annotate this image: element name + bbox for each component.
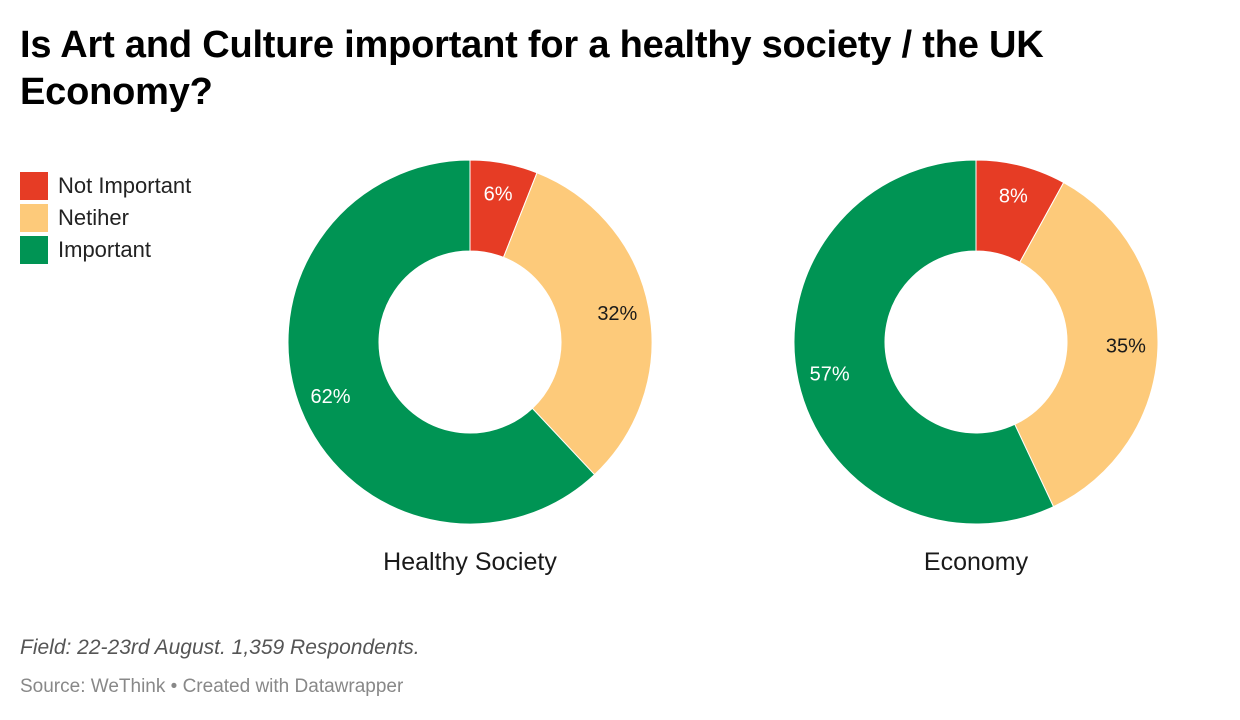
healthy-society-label-not-important: 6% xyxy=(484,184,513,206)
legend-swatch-important xyxy=(20,236,48,264)
economy-label-not-important: 8% xyxy=(999,186,1028,208)
legend-item-neither: Netiher xyxy=(20,202,191,234)
economy-label-netiher: 35% xyxy=(1106,336,1146,358)
economy-slice-netiher xyxy=(1014,181,1159,508)
legend-item-important: Important xyxy=(20,234,191,266)
legend: Not Important Netiher Important xyxy=(20,170,191,266)
legend-label-not-important: Not Important xyxy=(58,173,192,198)
legend-swatch-not-important xyxy=(20,172,48,200)
legend-label-important: Important xyxy=(58,237,151,262)
footer-source: Source: WeThink • Created with Datawrapp… xyxy=(20,676,404,697)
healthy-society-slice-important xyxy=(287,159,596,525)
healthy-society-slice-netiher xyxy=(502,172,653,476)
economy-slice-important xyxy=(793,159,1055,525)
footer-note: Field: 22-23rd August. 1,359 Respondents… xyxy=(20,636,420,659)
healthy-society-chart-title: Healthy Society xyxy=(383,548,557,576)
economy-chart-title: Economy xyxy=(924,548,1029,576)
healthy-society-label-netiher: 32% xyxy=(597,303,637,325)
economy-label-important: 57% xyxy=(810,364,850,386)
healthy-society-label-important: 62% xyxy=(311,386,351,408)
chart-title: Is Art and Culture important for a healt… xyxy=(20,24,1044,113)
legend-swatch-neither xyxy=(20,204,48,232)
legend-label-neither: Netiher xyxy=(58,205,129,230)
legend-item-not-important: Not Important xyxy=(20,170,191,202)
